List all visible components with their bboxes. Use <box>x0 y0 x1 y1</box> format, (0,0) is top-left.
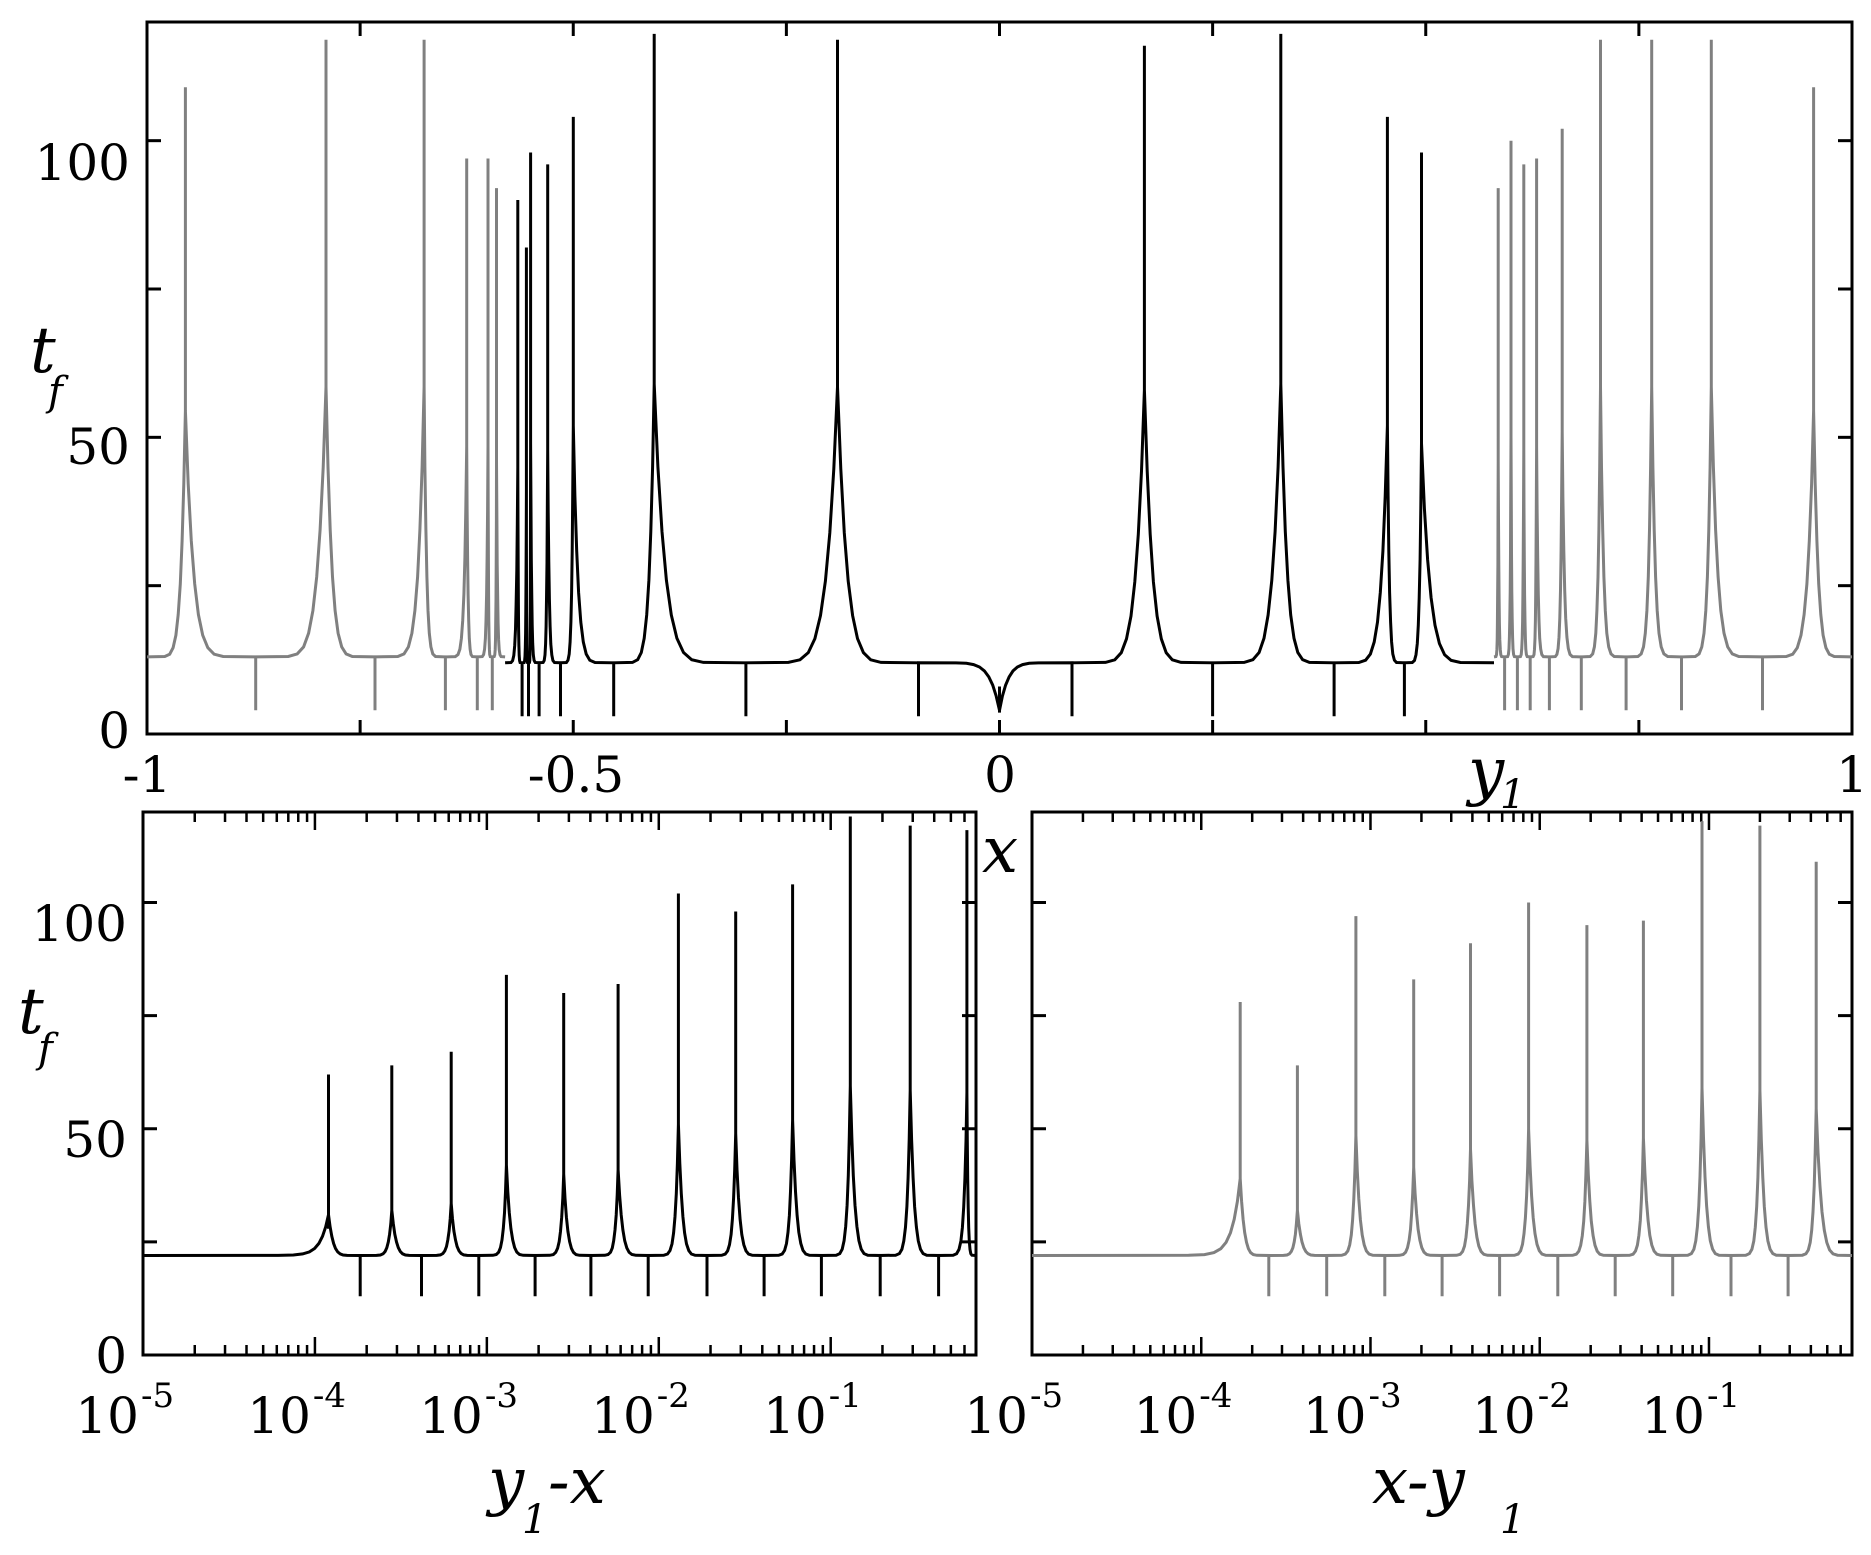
top-ylabel-sub: f <box>45 369 69 415</box>
br-xtick-label-exp: -1 <box>1707 1376 1740 1416</box>
top-panel: 0 50 100 -1 -0.5 0 1 t f y 1 x <box>30 20 1868 888</box>
top-series-0 <box>505 33 1495 717</box>
bl-xtick-label-exp: -1 <box>829 1376 862 1416</box>
br-series-0 <box>1031 821 1853 1297</box>
bl-xlabel-y: y <box>485 1445 525 1519</box>
bl-xlabel-suffix: -x <box>548 1445 606 1519</box>
bl-xtick-label-base: 10 <box>763 1387 827 1445</box>
bl-xlabel-sub: 1 <box>522 1497 547 1543</box>
bl-ylabel: t <box>18 975 44 1049</box>
bl-series-group <box>142 816 977 1297</box>
br-xtick-label-base: 10 <box>1472 1387 1536 1445</box>
top-ytick-50: 50 <box>66 418 130 476</box>
bl-series-0 <box>142 816 977 1297</box>
br-xtick-label-exp: -4 <box>1199 1376 1232 1416</box>
bottom-right-panel: 10 -5 10 -4 10 -3 10 -2 10 -1 x-y 1 <box>964 810 1854 1543</box>
top-annotation-y: y <box>1465 735 1505 809</box>
br-xlabel-sub: 1 <box>1500 1497 1525 1543</box>
bl-xtick-label-base: 10 <box>247 1387 311 1445</box>
top-series-group <box>146 33 1853 717</box>
top-xtick-minus0.5: -0.5 <box>528 746 624 804</box>
top-annotation-y-sub: 1 <box>1500 772 1525 818</box>
br-plot-frame <box>1030 810 1854 1357</box>
bl-xtick-label-exp: -4 <box>313 1376 346 1416</box>
br-ticks <box>1030 812 1852 1357</box>
br-xtick-label-exp: -2 <box>1538 1376 1571 1416</box>
br-xtick-label-exp: -5 <box>1030 1376 1063 1416</box>
top-series-2 <box>1493 39 1853 711</box>
bl-ticks <box>141 812 976 1357</box>
br-series-group <box>1031 821 1853 1297</box>
br-xtick-label-exp: -3 <box>1368 1376 1401 1416</box>
br-xtick-label-base: 10 <box>964 1387 1028 1445</box>
br-xtick-label-base: 10 <box>1641 1387 1705 1445</box>
top-series-1 <box>146 39 506 711</box>
top-xlabel: x <box>982 814 1018 888</box>
br-xtick-labels: 10 -5 10 -4 10 -3 10 -2 10 -1 <box>964 1376 1740 1445</box>
bl-xtick-label-base: 10 <box>75 1387 139 1445</box>
bl-xtick-label-exp: -2 <box>657 1376 690 1416</box>
top-ylabel: t <box>30 314 56 388</box>
bl-ytick-50: 50 <box>63 1111 127 1169</box>
bottom-left-panel: 0 50 100 t f 10 -5 10 -4 10 -3 10 -2 10 -1 y 1 -x <box>18 810 978 1543</box>
top-ytick-0: 0 <box>98 702 130 760</box>
br-xtick-label-base: 10 <box>1134 1387 1198 1445</box>
bl-ytick-0: 0 <box>95 1327 127 1385</box>
top-xtick-minus1: -1 <box>123 746 172 804</box>
top-ticks <box>145 22 1854 736</box>
bl-xtick-labels: 10 -5 10 -4 10 -3 10 -2 10 -1 <box>75 1376 861 1445</box>
top-ytick-100: 100 <box>35 134 130 192</box>
bl-xtick-label-base: 10 <box>591 1387 655 1445</box>
bl-xtick-label-exp: -3 <box>485 1376 518 1416</box>
bl-xtick-label-base: 10 <box>419 1387 483 1445</box>
bl-ytick-100: 100 <box>32 895 127 953</box>
br-xtick-label-base: 10 <box>1303 1387 1367 1445</box>
bl-ylabel-sub: f <box>35 1026 59 1072</box>
br-xlabel: x-y <box>1372 1445 1466 1519</box>
bl-plot-frame <box>141 810 978 1357</box>
top-xtick-1: 1 <box>1836 746 1868 804</box>
top-xtick-0: 0 <box>984 746 1016 804</box>
bl-xtick-label-exp: -5 <box>141 1376 174 1416</box>
